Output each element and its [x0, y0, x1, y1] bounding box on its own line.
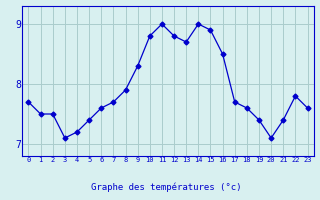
Text: Graphe des températures (°c): Graphe des températures (°c) [91, 182, 242, 192]
